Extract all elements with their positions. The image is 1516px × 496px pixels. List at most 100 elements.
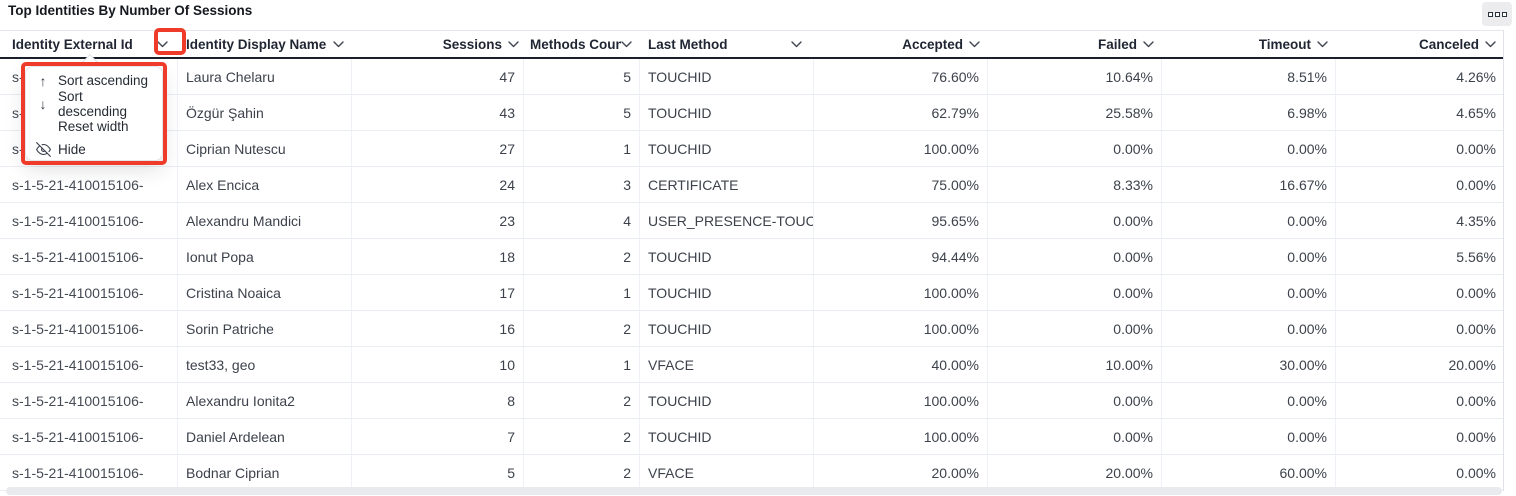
cell-canceled: 4.35% bbox=[1456, 212, 1496, 229]
cell-last-method: TOUCHID bbox=[640, 383, 814, 418]
column-header-label: Methods Count bbox=[530, 36, 621, 52]
cell-sessions: 47 bbox=[352, 59, 524, 94]
cell-canceled: 0.00% bbox=[1456, 464, 1496, 481]
panel-options-button[interactable] bbox=[1482, 2, 1512, 26]
cell-identity-external-id: s-1-5-21-410015106- bbox=[0, 347, 178, 382]
column-header-methods-count[interactable]: Methods Count bbox=[524, 31, 640, 57]
column-header-last-method[interactable]: Last Method bbox=[640, 31, 814, 57]
chevron-down-icon[interactable] bbox=[157, 40, 168, 48]
column-header-canceled[interactable]: Canceled bbox=[1336, 31, 1504, 57]
cell-accepted: 100.00% bbox=[814, 275, 988, 310]
column-header-label: Last Method bbox=[648, 36, 728, 52]
column-header-label: Identity External Id bbox=[12, 36, 133, 52]
cell-timeout: 60.00% bbox=[1162, 455, 1336, 490]
cell-last-method: TOUCHID bbox=[640, 239, 814, 274]
cell-methods-count: 3 bbox=[524, 167, 640, 202]
arrow-up-icon: ↑ bbox=[39, 72, 47, 89]
cell-timeout: 0.00% bbox=[1162, 383, 1336, 418]
cell-canceled: 0.00% bbox=[1456, 428, 1496, 445]
cell-canceled: 0.00% bbox=[1456, 176, 1496, 193]
cell-timeout: 16.67% bbox=[1162, 167, 1336, 202]
cell-last-method: TOUCHID bbox=[640, 419, 814, 454]
table-row: s-1-5-21-410015106- Cristina Noaica 17 1… bbox=[0, 275, 1503, 311]
cell-timeout: 30.00% bbox=[1162, 347, 1336, 382]
table-row: s-1-5-21-410015106- Alexandru Ionita2 8 … bbox=[0, 383, 1503, 419]
cell-canceled: 0.00% bbox=[1456, 320, 1496, 337]
chevron-down-icon[interactable] bbox=[1485, 40, 1496, 48]
cell-identity-external-id: s-1-5-21-410015106- bbox=[0, 383, 178, 418]
menu-item-sort-ascending[interactable]: ↑ Sort ascending bbox=[26, 69, 162, 92]
menu-item-reset-width[interactable]: Reset width bbox=[26, 115, 162, 138]
chevron-down-icon[interactable] bbox=[1317, 40, 1328, 48]
column-header-failed[interactable]: Failed bbox=[988, 31, 1162, 57]
cell-failed: 10.00% bbox=[988, 347, 1162, 382]
cell-methods-count: 5 bbox=[524, 95, 640, 130]
cell-failed: 20.00% bbox=[988, 455, 1162, 490]
menu-item-label: Sort descending bbox=[58, 88, 128, 119]
cell-methods-count: 2 bbox=[524, 383, 640, 418]
cell-identity-external-id: s-1-5-21-410015106- bbox=[0, 203, 178, 238]
menu-item-label: Reset width bbox=[58, 119, 129, 134]
panel-header: Top Identities By Number Of Sessions bbox=[0, 0, 1516, 30]
cell-identity-display-name: Alexandru Mandici bbox=[178, 203, 352, 238]
cell-last-method: TOUCHID bbox=[640, 311, 814, 346]
chevron-down-icon[interactable] bbox=[969, 40, 980, 48]
column-header-label: Failed bbox=[1097, 36, 1137, 52]
chevron-down-icon[interactable] bbox=[1143, 40, 1154, 48]
table-row: s-1-5-21-410015106- Alex Encica 24 3 CER… bbox=[0, 167, 1503, 203]
chevron-down-icon[interactable] bbox=[791, 40, 802, 48]
cell-last-method: USER_PRESENCE-TOUC bbox=[640, 203, 814, 238]
menu-item-sort-descending[interactable]: ↓ Sort descending bbox=[26, 89, 162, 119]
cell-failed: 8.33% bbox=[988, 167, 1162, 202]
cell-methods-count: 5 bbox=[524, 59, 640, 94]
cell-methods-count: 1 bbox=[524, 347, 640, 382]
cell-methods-count: 1 bbox=[524, 275, 640, 310]
cell-last-method: TOUCHID bbox=[640, 95, 814, 130]
cell-sessions: 27 bbox=[352, 131, 524, 166]
column-header-sessions[interactable]: Sessions bbox=[352, 31, 524, 57]
menu-item-label: Sort ascending bbox=[58, 73, 149, 88]
column-header-label: Timeout bbox=[1258, 36, 1311, 52]
cell-identity-display-name: Cristina Noaica bbox=[178, 275, 352, 310]
cell-methods-count: 2 bbox=[524, 455, 640, 490]
cell-sessions: 23 bbox=[352, 203, 524, 238]
menu-item-hide[interactable]: Hide bbox=[26, 138, 162, 161]
cell-failed: 0.00% bbox=[988, 419, 1162, 454]
cell-timeout: 0.00% bbox=[1162, 311, 1336, 346]
cell-failed: 0.00% bbox=[988, 383, 1162, 418]
cell-identity-external-id: s-1-5-21-410015106- bbox=[0, 455, 178, 490]
cell-timeout: 0.00% bbox=[1162, 131, 1336, 166]
cell-identity-display-name: Daniel Ardelean bbox=[178, 419, 352, 454]
cell-methods-count: 1 bbox=[524, 131, 640, 166]
cell-sessions: 43 bbox=[352, 95, 524, 130]
cell-accepted: 40.00% bbox=[814, 347, 988, 382]
cell-sessions: 18 bbox=[352, 239, 524, 274]
chevron-down-icon[interactable] bbox=[333, 40, 344, 48]
cell-last-method: TOUCHID bbox=[640, 59, 814, 94]
column-header-identity-display-name[interactable]: Identity Display Name bbox=[178, 31, 352, 57]
cell-failed: 10.64% bbox=[988, 59, 1162, 94]
cell-last-method: VFACE bbox=[640, 455, 814, 490]
cell-identity-external-id: s-1-5-21-410015106- bbox=[0, 419, 178, 454]
column-header-accepted[interactable]: Accepted bbox=[814, 31, 988, 57]
boxes-ellipsis-icon bbox=[1487, 11, 1493, 17]
column-header-identity-external-id[interactable]: Identity External Id bbox=[0, 31, 178, 57]
table-header-row: Identity External Id Identity Display Na… bbox=[0, 30, 1503, 59]
cell-identity-external-id: s-1-5-21-410015106- bbox=[0, 239, 178, 274]
boxes-ellipsis-icon bbox=[1494, 11, 1500, 17]
chevron-down-icon[interactable] bbox=[508, 40, 519, 48]
cell-canceled: 20.00% bbox=[1448, 356, 1496, 373]
cell-identity-display-name: Sorin Patriche bbox=[178, 311, 352, 346]
horizontal-scrollbar[interactable] bbox=[6, 487, 1502, 495]
column-header-label: Sessions bbox=[442, 36, 502, 52]
cell-timeout: 8.51% bbox=[1162, 59, 1336, 94]
column-header-timeout[interactable]: Timeout bbox=[1162, 31, 1336, 57]
table-row: s-1-5-21-410015106- Alexandru Mandici 23… bbox=[0, 203, 1503, 239]
chevron-down-icon[interactable] bbox=[621, 40, 632, 48]
cell-sessions: 7 bbox=[352, 419, 524, 454]
boxes-ellipsis-icon bbox=[1501, 11, 1507, 17]
table-row: s-1-5-21-410015106- Ciprian Nutescu 27 1… bbox=[0, 131, 1503, 167]
cell-accepted: 95.65% bbox=[814, 203, 988, 238]
cell-failed: 0.00% bbox=[988, 131, 1162, 166]
